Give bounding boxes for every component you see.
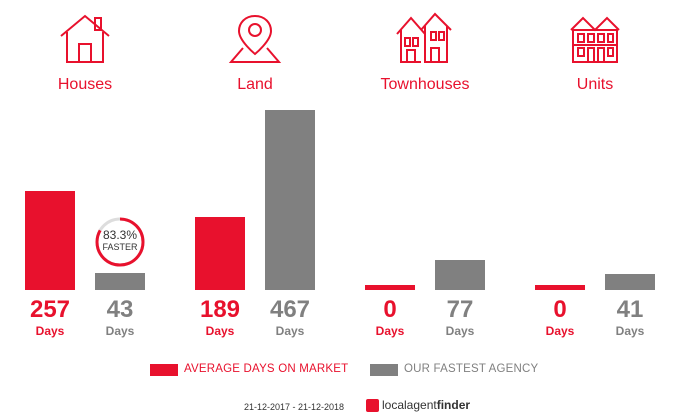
unit-label: Days: [275, 324, 305, 338]
bar-houses-average: [25, 190, 75, 290]
legend-swatch-red: [150, 364, 178, 376]
legend-label-fastest: OUR FASTEST AGENCY: [404, 363, 539, 375]
house-icon: [60, 14, 110, 63]
brand-name-strong: localagent: [382, 398, 437, 412]
category-label: Houses: [57, 76, 113, 93]
unit-label: Days: [105, 324, 135, 338]
value-land-fastest: 467: [269, 296, 311, 323]
unit-label: Days: [35, 324, 65, 338]
bar-townhouses-average: [365, 285, 415, 290]
faster-badge: 83.3% FASTER: [94, 216, 146, 268]
brand-logo-icon: [366, 399, 379, 412]
category-townhouses: Townhouses: [345, 0, 505, 100]
map-pin-icon: [228, 14, 282, 63]
bar-townhouses-fastest: [435, 260, 485, 290]
bar-land-average: [195, 217, 245, 290]
faster-badge-percent: 83.3%: [102, 228, 138, 242]
unit-label: Days: [375, 324, 405, 338]
faster-badge-text: FASTER: [102, 242, 138, 252]
legend-swatch-grey: [370, 364, 398, 376]
category-houses: Houses: [5, 0, 165, 100]
category-label: Land: [237, 76, 273, 93]
date-range: 21-12-2017 - 21-12-2018: [243, 402, 345, 412]
category-units: Units: [515, 0, 675, 100]
unit-label: Days: [205, 324, 235, 338]
bar-units-average: [535, 285, 585, 290]
value-land-average: 189: [199, 296, 241, 323]
bar-units-fastest: [605, 274, 655, 290]
value-units-fastest: 41: [616, 296, 644, 323]
bar-houses-fastest: [95, 273, 145, 290]
unit-label: Days: [545, 324, 575, 338]
unit-label: Days: [615, 324, 645, 338]
value-houses-average: 257: [29, 296, 71, 323]
value-units-average: 0: [553, 296, 567, 323]
category-land: Land: [175, 0, 335, 100]
category-label: Townhouses: [380, 76, 470, 93]
category-label: Units: [576, 76, 614, 93]
legend-label-average: AVERAGE DAYS ON MARKET: [184, 363, 349, 375]
value-townhouses-average: 0: [383, 296, 397, 323]
brand-name: localagentfinder: [382, 398, 470, 412]
townhouse-icon: [396, 12, 452, 63]
apartment-icon: [570, 16, 620, 63]
value-townhouses-fastest: 77: [446, 296, 474, 323]
bar-land-fastest: [265, 110, 315, 290]
value-houses-fastest: 43: [106, 296, 134, 323]
unit-label: Days: [445, 324, 475, 338]
brand-name-light: finder: [436, 398, 471, 412]
faster-badge-ring: [95, 217, 145, 267]
